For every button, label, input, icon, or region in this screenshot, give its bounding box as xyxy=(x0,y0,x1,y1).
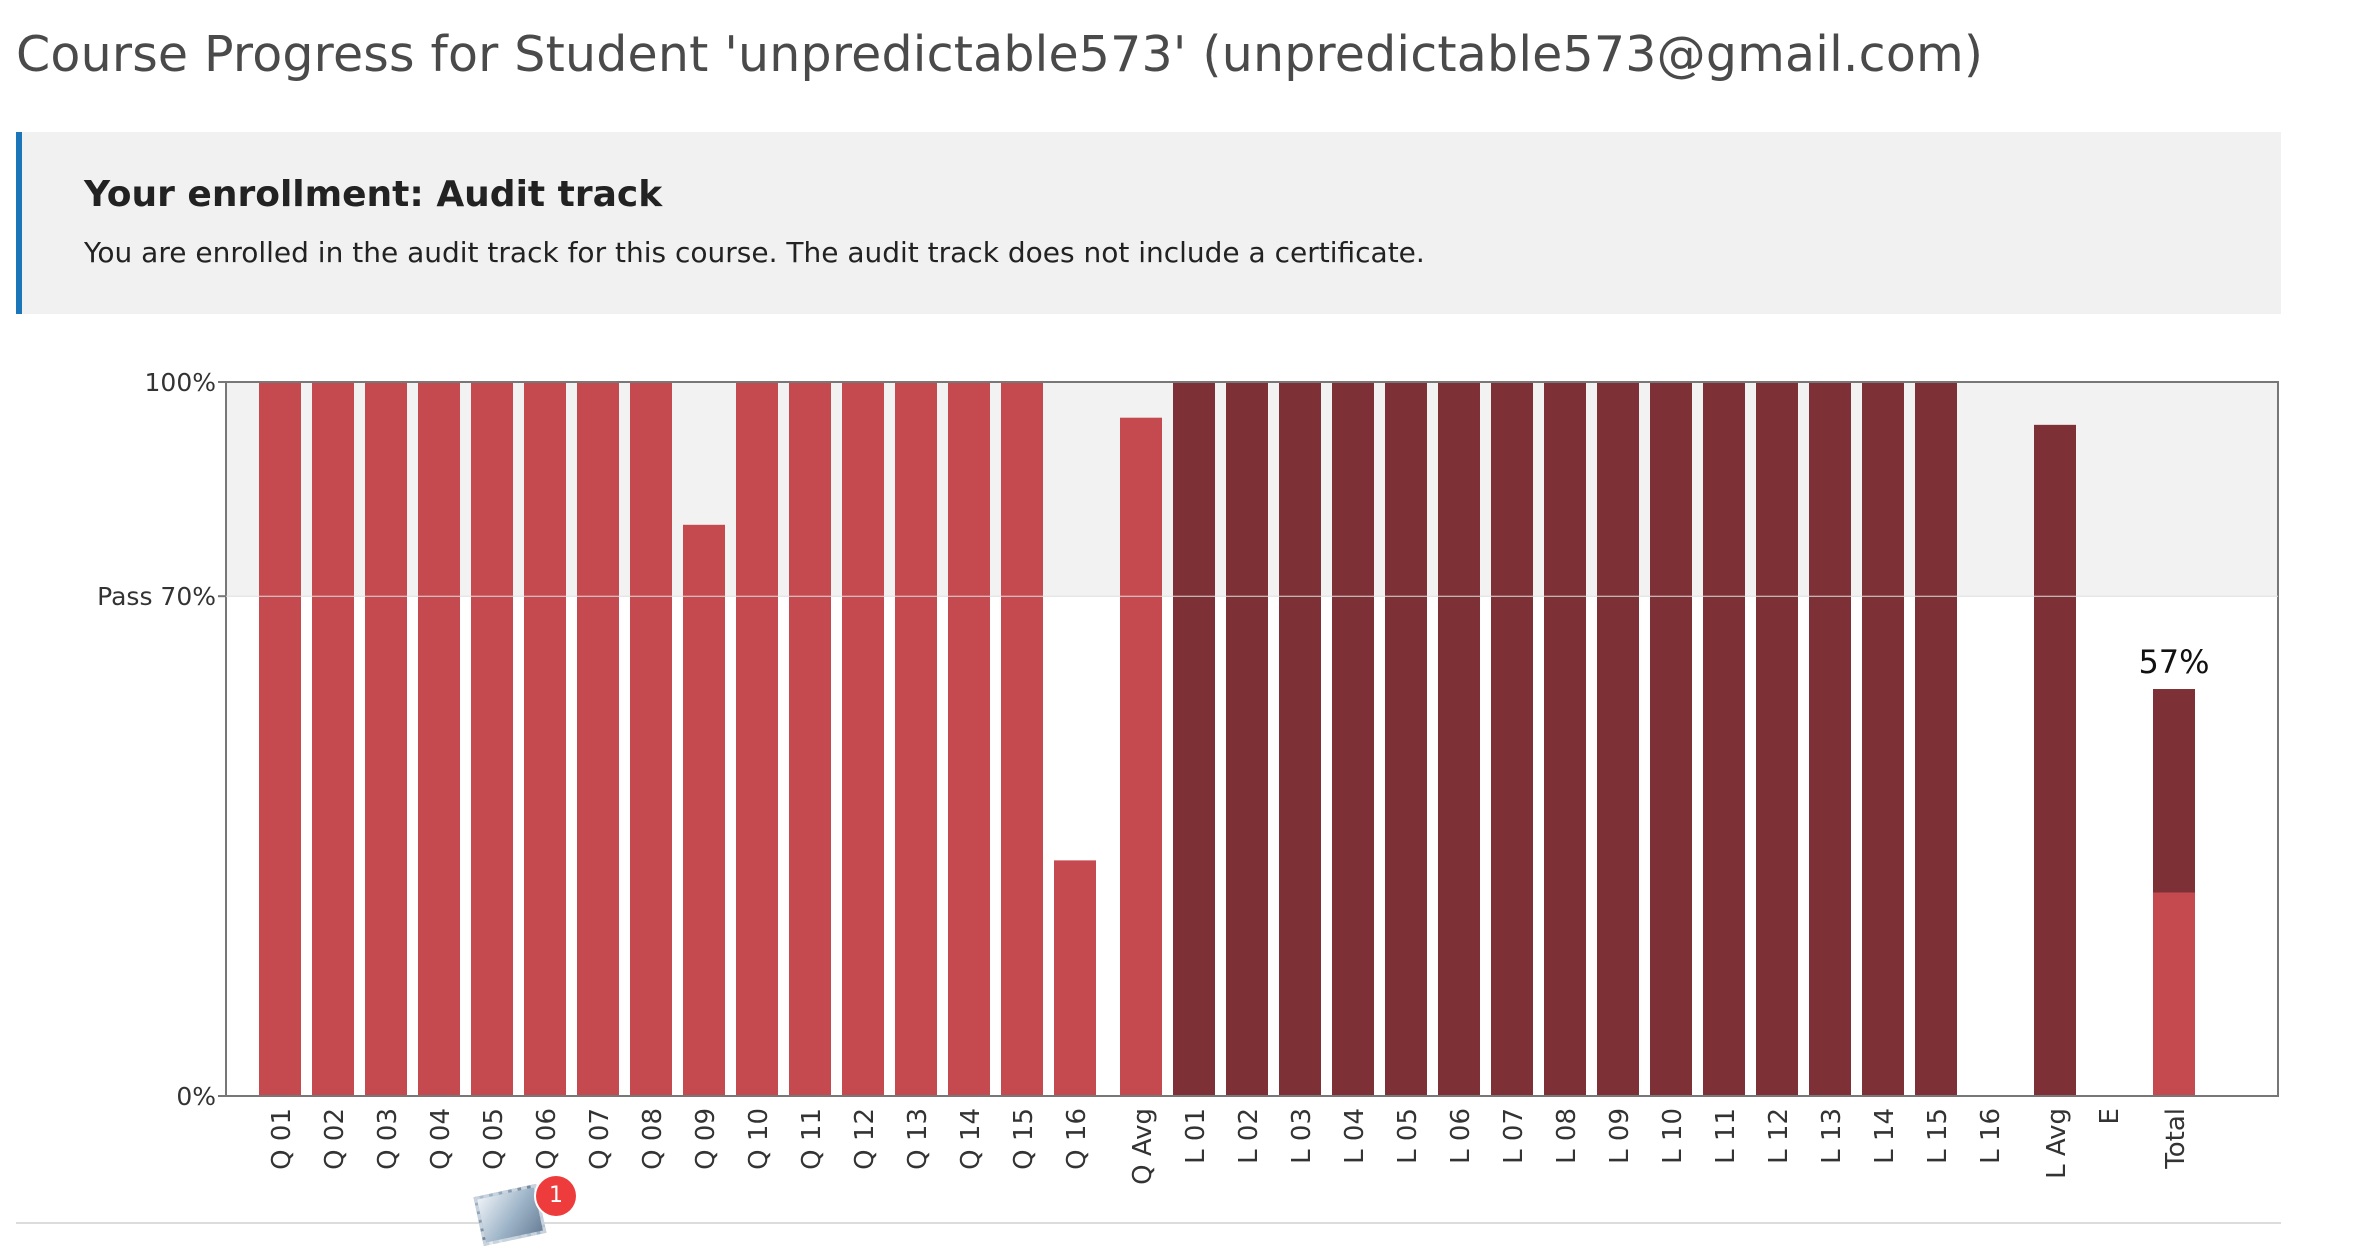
x-tick-label: Q 09 xyxy=(691,1108,721,1170)
bar-q-05 xyxy=(471,382,513,1096)
bar-q-16 xyxy=(1054,860,1096,1096)
bar-l-06 xyxy=(1438,382,1480,1096)
x-tick-label: Q 05 xyxy=(479,1108,509,1170)
mail-dock-icon[interactable]: 1 xyxy=(473,1176,576,1246)
x-tick-label: Q 03 xyxy=(373,1108,403,1170)
x-tick-label: L 06 xyxy=(1446,1108,1476,1164)
x-tick-label: Q 01 xyxy=(267,1108,297,1170)
bar-q-09 xyxy=(683,524,725,1096)
bar-l-12 xyxy=(1756,382,1798,1096)
x-tick-label: Q 10 xyxy=(744,1108,774,1170)
bar-q-02 xyxy=(312,382,354,1096)
x-tick-label: L 15 xyxy=(1923,1108,1953,1164)
bar-total-lab xyxy=(2153,689,2195,893)
bar-l-08 xyxy=(1544,382,1586,1096)
x-tick-label: L 09 xyxy=(1605,1108,1635,1164)
x-tick-label: L 11 xyxy=(1711,1108,1741,1164)
x-tick-label: L Avg xyxy=(2042,1108,2072,1179)
x-tick-label: Q 15 xyxy=(1009,1108,1039,1170)
x-tick-label: Total xyxy=(2161,1108,2191,1170)
x-tick-label: L 08 xyxy=(1552,1108,1582,1164)
bar-q-10 xyxy=(736,382,778,1096)
x-tick-label: L 05 xyxy=(1393,1108,1423,1164)
total-percent-label: 57% xyxy=(2138,643,2209,681)
x-tick-label: L 16 xyxy=(1976,1108,2006,1164)
x-tick-label: L 07 xyxy=(1499,1108,1529,1164)
bar-q-13 xyxy=(895,382,937,1096)
x-tick-label: Q 06 xyxy=(532,1108,562,1170)
y-tick-label: 100% xyxy=(145,368,216,397)
enrollment-message: You are enrolled in the audit track for … xyxy=(84,236,1425,269)
x-tick-label: Q 13 xyxy=(903,1108,933,1170)
x-tick-label: L 01 xyxy=(1181,1108,1211,1164)
bar-l-avg xyxy=(2034,424,2076,1097)
x-tick-label: E xyxy=(2095,1108,2125,1124)
bar-l-03 xyxy=(1279,382,1321,1096)
x-tick-label: Q 14 xyxy=(956,1108,986,1170)
bottom-divider xyxy=(16,1222,2281,1224)
x-tick-label: L 13 xyxy=(1817,1108,1847,1164)
bar-q-avg xyxy=(1120,417,1162,1096)
y-tick-label: Pass 70% xyxy=(97,582,216,611)
bar-l-04 xyxy=(1332,382,1374,1096)
bar-l-11 xyxy=(1703,382,1745,1096)
plot-frame xyxy=(225,381,2279,1097)
x-tick-label: Q 12 xyxy=(850,1108,880,1170)
x-tick-label: L 10 xyxy=(1658,1108,1688,1164)
bar-l-09 xyxy=(1597,382,1639,1096)
x-tick-label: Q 08 xyxy=(638,1108,668,1170)
bar-q-12 xyxy=(842,382,884,1096)
y-tick-label: 0% xyxy=(176,1082,216,1111)
bar-l-02 xyxy=(1226,382,1268,1096)
bar-q-11 xyxy=(789,382,831,1096)
x-tick-label: Q 16 xyxy=(1062,1108,1092,1170)
bar-q-07 xyxy=(577,382,619,1096)
x-tick-label: L 03 xyxy=(1287,1108,1317,1164)
x-tick-label: Q 07 xyxy=(585,1108,615,1170)
bar-l-10 xyxy=(1650,382,1692,1096)
bar-q-04 xyxy=(418,382,460,1096)
x-tick-label: L 02 xyxy=(1234,1108,1264,1164)
enrollment-heading: Your enrollment: Audit track xyxy=(84,174,663,215)
x-tick-label: Q 11 xyxy=(797,1108,827,1170)
bar-q-06 xyxy=(524,382,566,1096)
bar-q-14 xyxy=(948,382,990,1096)
x-tick-label: L 14 xyxy=(1870,1108,1900,1164)
bar-q-15 xyxy=(1001,382,1043,1096)
bar-l-07 xyxy=(1491,382,1533,1096)
bar-l-15 xyxy=(1915,382,1957,1096)
bar-q-01 xyxy=(259,382,301,1096)
bar-l-14 xyxy=(1862,382,1904,1096)
x-tick-label: L 12 xyxy=(1764,1108,1794,1164)
bar-l-13 xyxy=(1809,382,1851,1096)
x-tick-label: Q 02 xyxy=(320,1108,350,1170)
bar-q-08 xyxy=(630,382,672,1096)
x-tick-label: Q Avg xyxy=(1128,1108,1158,1185)
bar-q-03 xyxy=(365,382,407,1096)
bar-l-01 xyxy=(1173,382,1215,1096)
bar-total-quiz xyxy=(2153,892,2195,1096)
x-tick-label: Q 04 xyxy=(426,1108,456,1170)
notification-badge: 1 xyxy=(536,1176,576,1216)
x-tick-label: L 04 xyxy=(1340,1108,1370,1164)
page-title: Course Progress for Student 'unpredictab… xyxy=(16,26,1984,83)
enrollment-banner: Your enrollment: Audit track You are enr… xyxy=(16,132,2281,314)
bar-l-05 xyxy=(1385,382,1427,1096)
